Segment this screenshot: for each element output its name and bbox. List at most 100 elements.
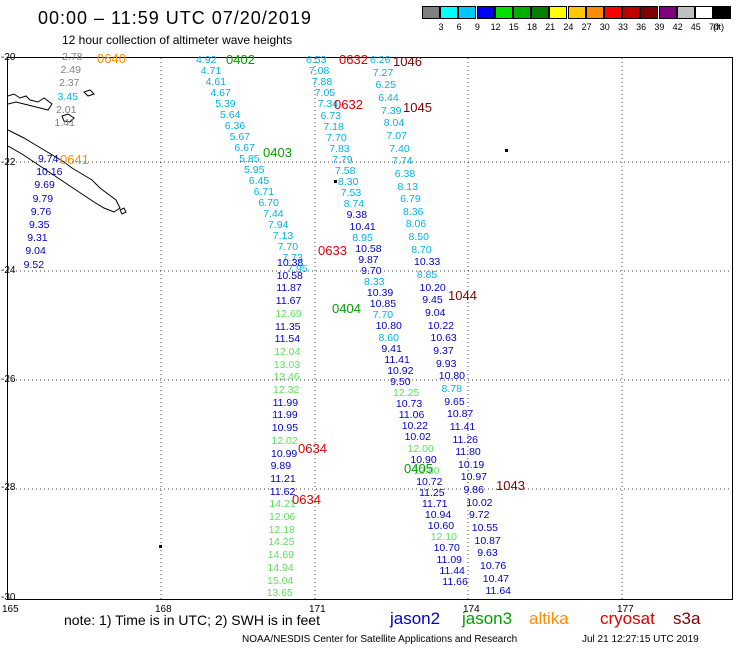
- wave-height-value: 13.46: [273, 371, 300, 384]
- pass-label: 1045: [403, 100, 432, 115]
- wave-height-value: 8.60: [378, 331, 399, 344]
- colorbar-tick-label: 24: [563, 22, 574, 32]
- legend-item-cryosat: cryosat: [600, 609, 655, 628]
- wave-height-value: 10.80: [375, 320, 402, 333]
- wave-height-value: 9.04: [25, 245, 46, 258]
- wave-height-value: 7.34: [317, 98, 339, 111]
- wave-height-value: 6.45: [248, 175, 270, 187]
- wave-height-value: 9.37: [433, 344, 454, 357]
- wave-height-value: 10.02: [404, 431, 431, 444]
- wave-height-value: 10.02: [466, 496, 493, 509]
- longitude-label: 177: [617, 604, 634, 615]
- wave-height-value: 11.41: [449, 420, 476, 433]
- wave-height-value: 14.69: [267, 549, 295, 562]
- wave-height-value: 7.70: [372, 309, 394, 322]
- wave-height-value: 6.70: [258, 197, 279, 209]
- wave-height-value: 9.45: [422, 294, 443, 307]
- wave-height-value: 2.49: [60, 64, 81, 77]
- colorbar-tick-label: 12: [490, 22, 501, 32]
- wave-height-value: 6.67: [234, 142, 255, 154]
- pass-label: 1044: [448, 288, 477, 303]
- wave-height-value: 10.80: [438, 370, 466, 383]
- wave-height-value: 12.80: [413, 464, 440, 477]
- wave-height-value: 2.01: [56, 103, 77, 116]
- pass-label: 0634: [298, 441, 327, 456]
- wave-height-value: 11.80: [455, 446, 481, 459]
- colorbar-tick-label: 3: [438, 22, 444, 32]
- wave-height-value: 12.10: [430, 531, 457, 544]
- wave-height-value: 7.40: [389, 142, 410, 155]
- wave-height-value: 9.87: [358, 253, 379, 266]
- colorbar-tick-label: 18: [526, 22, 537, 32]
- wave-height-value: 8.13: [397, 180, 418, 193]
- colorbar-swatch: [658, 6, 677, 19]
- longitude-label: 171: [309, 604, 326, 615]
- wave-height-value: 12.32: [273, 384, 300, 396]
- wave-height-value: 14.21: [269, 498, 296, 511]
- colorbar-tick-label: 70: [708, 22, 719, 32]
- pass-label: 0632: [339, 52, 368, 67]
- wave-height-value: 9.41: [381, 342, 402, 355]
- wave-height-value: 9.72: [469, 509, 490, 522]
- colorbar-swatch: [531, 6, 550, 19]
- wave-height-value: 7.73: [282, 252, 303, 264]
- wave-height-value: 5.85: [239, 153, 260, 165]
- pass-label: 0634: [292, 492, 321, 507]
- legend-item-s3a: s3a: [673, 609, 701, 628]
- legend-item-altika: altika: [529, 609, 569, 628]
- wave-height-value: 10.90: [410, 453, 437, 466]
- colorbar-swatch: [440, 6, 459, 19]
- wave-height-value: 9.35: [29, 219, 50, 231]
- wave-height-value: 6.53: [306, 54, 327, 66]
- wave-height-value: 10.95: [271, 422, 299, 435]
- wave-height-value: 7.53: [340, 187, 362, 200]
- wave-height-value: 7.13: [272, 230, 294, 242]
- colorbar-swatch: [695, 6, 713, 19]
- pass-label: 0632: [334, 97, 363, 112]
- wave-height-value: 10.16: [36, 166, 63, 179]
- pass-label: 0640: [97, 51, 126, 66]
- wave-height-value: 11.99: [272, 396, 299, 409]
- island-dot: [159, 545, 162, 548]
- pass-label: 0404: [332, 301, 361, 316]
- wave-height-value: 9.50: [390, 375, 411, 388]
- wave-height-value: 7.88: [311, 76, 333, 89]
- pass-label: 0402: [226, 52, 255, 67]
- wave-height-value: 9.89: [270, 460, 292, 473]
- wave-height-value: 9.69: [34, 179, 55, 192]
- wave-height-value: 7.79: [332, 153, 353, 166]
- wave-height-value: 10.94: [424, 509, 452, 522]
- wave-height-value: 11.99: [272, 409, 298, 422]
- wave-height-value: 10.38: [277, 257, 304, 269]
- wave-height-value: 8.33: [364, 276, 385, 288]
- wave-height-value: 6.38: [394, 167, 416, 180]
- wave-height-value: 10.55: [471, 522, 499, 535]
- wave-height-value: 9.70: [361, 264, 382, 277]
- wave-height-value: 9.79: [32, 192, 54, 205]
- legend-item-jason2: jason2: [390, 609, 441, 628]
- wave-height-value: 14.25: [268, 536, 295, 549]
- wave-height-value: 12.06: [269, 511, 296, 523]
- wave-height-value: 9.93: [436, 357, 457, 370]
- wave-height-value: 7.27: [372, 66, 394, 79]
- wave-height-value: 11.41: [384, 353, 410, 366]
- colorbar-swatch: [640, 6, 659, 19]
- colorbar-swatch: [622, 6, 641, 19]
- wave-height-value: 1.41: [54, 117, 75, 129]
- wave-height-value: 12.18: [268, 523, 295, 536]
- wave-height-value: 5.95: [244, 164, 265, 176]
- wave-height-value: 11.09: [436, 553, 463, 566]
- wave-height-value: 7.94: [268, 219, 289, 231]
- wave-height-value: 6.73: [320, 109, 341, 122]
- latitude-label: -24: [1, 265, 16, 276]
- wave-height-value: 11.21: [270, 472, 296, 485]
- graticule: [8, 58, 732, 599]
- wave-height-value: 8.85: [416, 269, 438, 282]
- wave-height-value: 12.25: [393, 387, 420, 399]
- longitude-label: 168: [155, 604, 172, 615]
- wave-height-value: 10.58: [276, 269, 303, 282]
- colorbar-tick-label: 36: [636, 22, 647, 32]
- wave-height-value: 10.22: [427, 319, 455, 332]
- wave-height-value: 9.76: [30, 205, 52, 218]
- longitude-label: 174: [463, 604, 480, 615]
